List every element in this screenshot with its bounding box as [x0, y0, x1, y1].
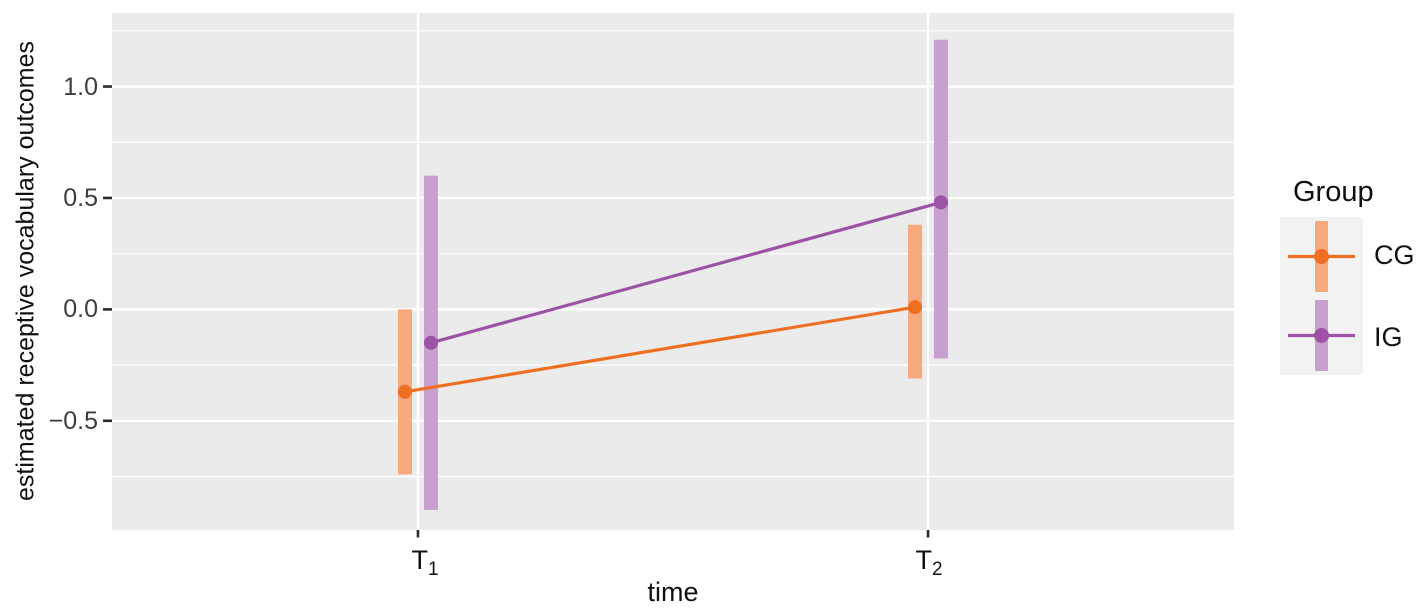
x-tick-label-t2-base: T: [915, 545, 932, 575]
x-tick-label-t1: T1: [390, 545, 460, 581]
x-tick-label-t2-sub: 2: [931, 559, 943, 580]
series-line-ig: [430, 200, 942, 345]
series-line-cg: [404, 305, 916, 394]
y-tick-label: −0.5: [48, 406, 98, 435]
data-point-cg-t1: [397, 384, 412, 399]
x-tick-label-t1-base: T: [411, 545, 428, 575]
legend-title: Group: [1293, 176, 1374, 208]
x-axis-title: time: [647, 577, 699, 607]
legend-point-ig: [1314, 328, 1329, 343]
legend-key-cg: [1288, 221, 1355, 292]
x-tick-label-t1-sub: 1: [427, 559, 439, 580]
data-point-cg-t2: [908, 300, 923, 315]
legend-label-cg: CG: [1374, 240, 1415, 270]
y-tick-label: 1.0: [63, 72, 98, 101]
plot-panel: [112, 13, 1234, 530]
y-tick-label: 0.0: [63, 295, 98, 324]
y-tick-label: 0.5: [63, 183, 98, 212]
legend-key-ig: [1288, 300, 1355, 371]
data-point-ig-t1: [423, 335, 438, 350]
legend-point-cg: [1314, 249, 1329, 264]
data-point-ig-t2: [934, 195, 949, 210]
x-tick-label-t2: T2: [894, 545, 964, 581]
legend-label-ig: IG: [1374, 322, 1403, 352]
